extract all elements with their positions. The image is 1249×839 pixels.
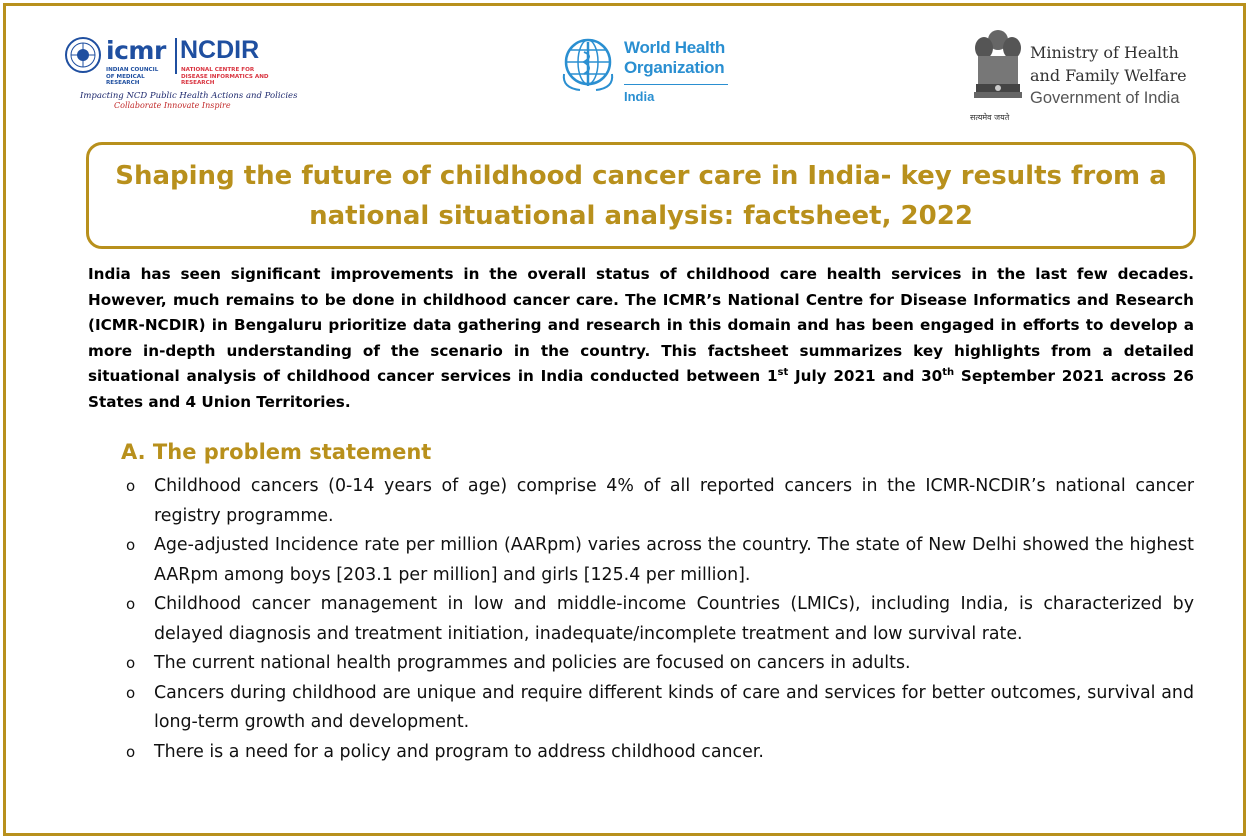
who-emblem-icon [562, 38, 614, 91]
list-item: o Childhood cancer management in low and … [118, 590, 1194, 649]
logo-separator [175, 38, 177, 74]
national-emblem-icon [974, 30, 1022, 98]
ncdir-subtitle: NATIONAL CENTRE FOR DISEASE INFORMATICS … [181, 67, 269, 86]
bullet-icon: o [126, 595, 136, 613]
list-item: o There is a need for a policy and progra… [118, 738, 1194, 768]
who-divider [624, 84, 728, 85]
bullet-icon: o [126, 536, 136, 554]
list-item: o Age-adjusted Incidence rate per million… [118, 531, 1194, 590]
icmr-emblem-icon [65, 37, 101, 73]
icmr-wordmark: icmr [106, 36, 166, 65]
bullet-icon: o [126, 742, 136, 761]
section-heading: A. The problem statement [121, 440, 432, 464]
bullet-icon: o [126, 477, 136, 495]
icmr-subtitle: INDIAN COUNCIL OF MEDICAL RESEARCH [106, 67, 159, 86]
ncdir-wordmark: NCDIR [180, 36, 260, 64]
bullet-icon: o [126, 683, 136, 702]
who-country: India [624, 89, 655, 104]
list-item: o Cancers during childhood are unique and… [118, 679, 1194, 738]
intro-paragraph: India has seen significant improvements … [88, 265, 1194, 411]
title-box: Shaping the future of childhood cancer c… [86, 142, 1196, 249]
ministry-name-line1: Ministry of Health [1030, 43, 1179, 62]
who-logo: World Health Organization India [558, 34, 738, 114]
icmr-tagline: Impacting NCD Public Health Actions and … [80, 91, 298, 101]
bullet-icon: o [126, 654, 136, 672]
emblem-motto: सत्यमेव जयते [970, 113, 1010, 122]
problem-statement-list: o Childhood cancers (0-14 years of age) c… [118, 472, 1194, 767]
list-item: o The current national health programmes … [118, 649, 1194, 679]
icmr-motto: Collaborate Innovate Inspire [114, 101, 231, 110]
who-name: World Health Organization [624, 38, 725, 77]
list-item: o Childhood cancers (0-14 years of age) c… [118, 472, 1194, 531]
ministry-name-line2: and Family Welfare [1030, 66, 1187, 85]
government-name: Government of India [1030, 89, 1180, 107]
ministry-logo: Ministry of Health and Family Welfare Go… [970, 26, 1210, 126]
factsheet-page: icmr INDIAN COUNCIL OF MEDICAL RESEARCH … [3, 3, 1246, 836]
icmr-ncdir-logo: icmr INDIAN COUNCIL OF MEDICAL RESEARCH … [60, 34, 300, 118]
page-title: Shaping the future of childhood cancer c… [115, 160, 1167, 231]
